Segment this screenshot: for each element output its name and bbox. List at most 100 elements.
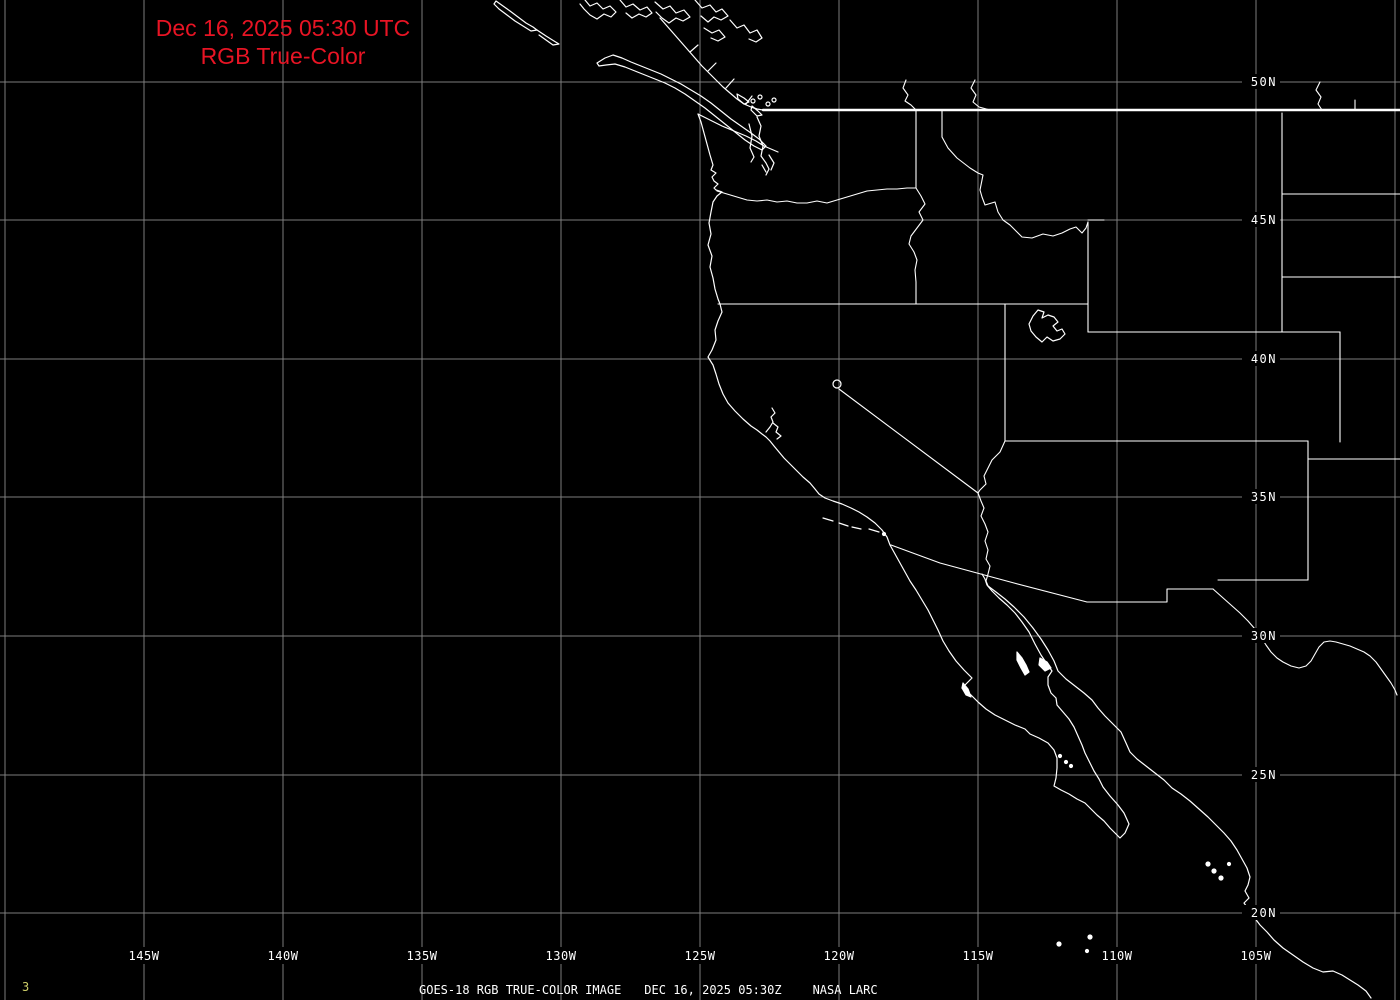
longitude-label-backing — [401, 947, 443, 964]
longitude-label: 140W — [268, 949, 299, 963]
caption-gap — [621, 983, 644, 997]
coastline-channel-island — [822, 517, 834, 522]
latitude-label: 45N — [1251, 213, 1277, 227]
longitude-label-backing — [679, 947, 721, 964]
caption-credit: NASA LARC — [812, 983, 878, 997]
latitude-label: 20N — [1251, 906, 1277, 920]
latitude-label-backing — [1242, 351, 1280, 366]
latlon-labels: 50N 45N 40N 35N 30N 25N 20N 145W 140W 135W 130W 125… — [123, 74, 1280, 964]
longitude-label: 120W — [824, 949, 855, 963]
coastline-border-overlay — [493, 0, 1372, 999]
coastline-bc-fjord — [725, 78, 735, 89]
longitude-label-backing — [123, 947, 165, 964]
coastline-pacific-west-coast — [697, 113, 1130, 839]
latitude-label-backing — [1242, 628, 1280, 643]
coastline-lake-tahoe — [832, 379, 842, 389]
coastline-georgia-strait-island — [736, 93, 750, 105]
frame-number: 3 — [22, 980, 30, 994]
coastline-islet — [1056, 941, 1062, 947]
latitude-label: 30N — [1251, 629, 1277, 643]
border-or-id-snake-river — [908, 187, 926, 305]
footer-caption: GOES-18 RGB TRUE-COLOR IMAGE DEC 16, 202… — [419, 983, 878, 997]
coastline-puget-sound — [756, 116, 770, 176]
coastline-hood-canal — [748, 123, 755, 163]
longitude-label: 130W — [546, 949, 577, 963]
longitude-label-backing — [540, 947, 582, 964]
border-river-squiggle — [902, 79, 917, 111]
caption-gap — [782, 983, 813, 997]
border-id-mt — [941, 109, 1089, 239]
longitude-label: 110W — [1102, 949, 1133, 963]
latitude-label-backing — [1242, 212, 1280, 227]
longitude-label-backing — [1235, 947, 1277, 964]
longitude-label-backing — [262, 947, 304, 964]
coastline-bc-fjord — [689, 44, 699, 53]
latitude-label-backing — [1242, 74, 1280, 89]
state-border-overlay — [716, 79, 1400, 696]
coastline-islas-marias — [1211, 868, 1217, 874]
border-wa-or-columbia-river — [716, 187, 917, 204]
coastline-bc-archipelago — [703, 27, 726, 42]
coastline-bc-archipelago — [694, 0, 729, 23]
border-nm-bootheel — [1086, 588, 1214, 603]
coastline-gulf-island — [1038, 657, 1052, 672]
coastline-bc-archipelago — [619, 0, 653, 19]
longitude-label: 135W — [407, 949, 438, 963]
longitude-label-backing — [1096, 947, 1138, 964]
latitude-label-backing — [1242, 489, 1280, 504]
coastline-islet — [1084, 948, 1090, 954]
coastline-gulf-island — [1063, 759, 1069, 765]
coastline-bc-archipelago — [579, 0, 617, 20]
latitude-label: 50N — [1251, 75, 1277, 89]
longitude-label: 125W — [685, 949, 716, 963]
annotation-timestamp: Dec 16, 2025 05:30 UTC — [155, 15, 411, 41]
coastline-bc-fjord — [707, 62, 717, 72]
border-river-squiggle — [1315, 81, 1323, 111]
annotation-product: RGB True-Color — [200, 43, 366, 69]
image-annotation: Dec 16, 2025 05:30 UTC RGB True-Color — [118, 14, 448, 70]
coastline-bc-mainland — [659, 17, 764, 111]
coastline-gulf-island — [1057, 753, 1063, 759]
coastline-georgia-strait-island — [750, 105, 763, 117]
coastline-islas-marias — [1205, 861, 1211, 867]
coastline-islas-marias — [1226, 861, 1232, 867]
longitude-label: 105W — [1241, 949, 1272, 963]
coastline-cedros-island — [961, 682, 972, 698]
coastline-islet — [1087, 934, 1093, 940]
latitude-label-backing — [1242, 767, 1280, 782]
coastline-puget-inlet — [761, 164, 767, 173]
coastline-nw-island — [493, 0, 538, 32]
coastline-nw-island-tail — [536, 29, 560, 46]
coastline-olympic-north — [697, 113, 779, 153]
caption-product: GOES-18 RGB TRUE-COLOR IMAGE — [419, 983, 622, 997]
coastline-vancouver-island — [596, 54, 767, 151]
coastline-san-juan-island — [750, 98, 756, 104]
coastline-sf-bay — [765, 407, 776, 433]
coastline-gulf-island — [1016, 651, 1030, 676]
caption-datetime: DEC 16, 2025 05:30Z — [644, 983, 782, 997]
coastline-islas-marias — [1218, 875, 1224, 881]
coastline-san-juan-island — [757, 94, 763, 100]
coastline-bc-archipelago — [729, 19, 763, 43]
coastline-channel-island — [838, 522, 849, 527]
coastline-bc-archipelago — [654, 1, 691, 24]
border-river-squiggle — [970, 79, 991, 111]
border-ca-az-colorado-river — [977, 492, 991, 587]
longitude-label-backing — [957, 947, 999, 964]
coastline-mexico-gulf-coast — [987, 585, 1372, 999]
latitude-label: 25N — [1251, 768, 1277, 782]
coastline-san-juan-island — [765, 101, 771, 107]
latitude-label: 40N — [1251, 352, 1277, 366]
coastline-puget-inlet — [768, 154, 775, 171]
coastline-channel-island — [851, 526, 862, 530]
longitude-label: 115W — [963, 949, 994, 963]
coastline-channel-island — [881, 531, 887, 537]
longitude-label: 145W — [129, 949, 160, 963]
border-ca-az-mexico — [890, 544, 1088, 603]
latitude-label-backing — [1242, 905, 1280, 920]
coastline-san-juan-island — [771, 97, 777, 103]
coastline-great-salt-lake — [1028, 309, 1066, 343]
coastline-gulf-island — [1068, 763, 1074, 769]
border-nv-az-river — [977, 440, 1006, 494]
